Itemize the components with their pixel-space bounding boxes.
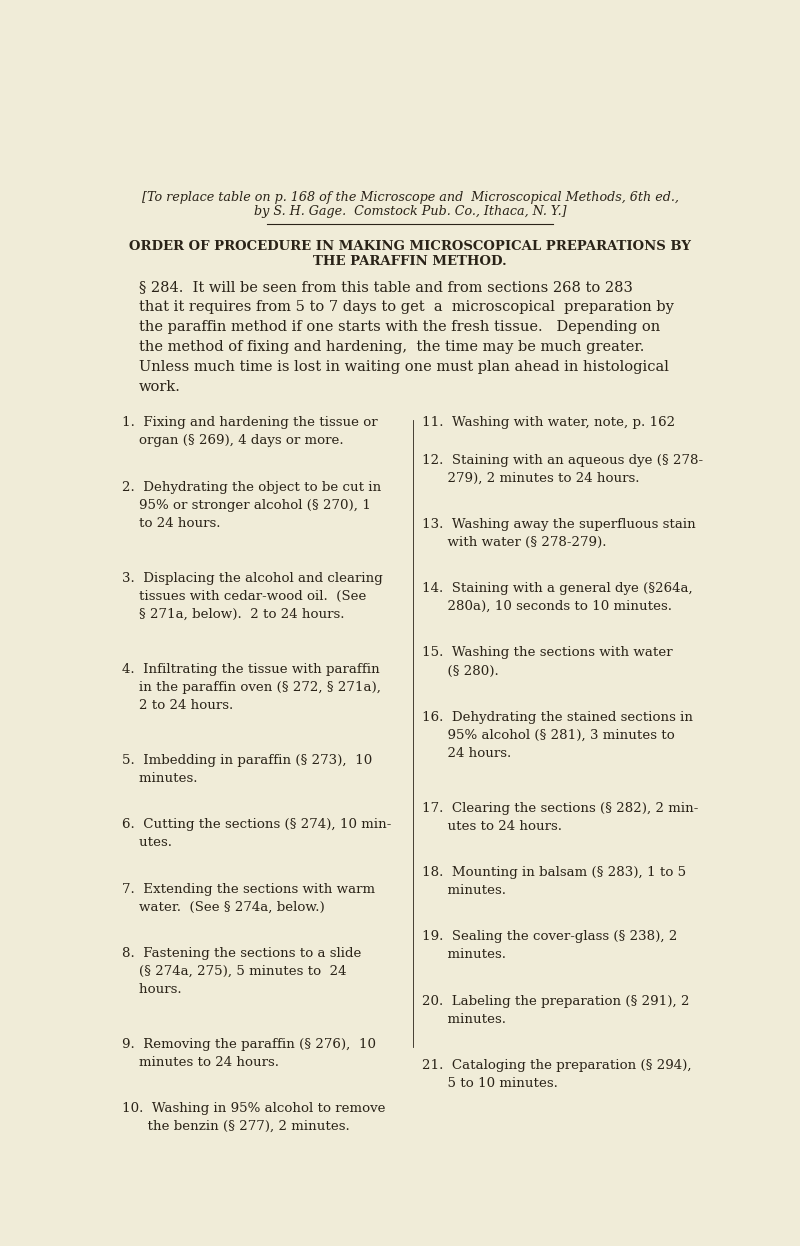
Text: 15.  Washing the sections with water
      (§ 280).: 15. Washing the sections with water (§ 2… <box>422 647 673 678</box>
Text: ORDER OF PROCEDURE IN MAKING MICROSCOPICAL PREPARATIONS BY: ORDER OF PROCEDURE IN MAKING MICROSCOPIC… <box>129 239 691 253</box>
Text: 6.  Cutting the sections (§ 274), 10 min-
    utes.: 6. Cutting the sections (§ 274), 10 min-… <box>122 819 391 850</box>
Text: 4.  Infiltrating the tissue with paraffin
    in the paraffin oven (§ 272, § 271: 4. Infiltrating the tissue with paraffin… <box>122 663 381 711</box>
Text: 17.  Clearing the sections (§ 282), 2 min-
      utes to 24 hours.: 17. Clearing the sections (§ 282), 2 min… <box>422 802 698 832</box>
Text: by S. H. Gage.  Comstock Pub. Co., Ithaca, N. Y.]: by S. H. Gage. Comstock Pub. Co., Ithaca… <box>254 206 566 218</box>
Text: 7.  Extending the sections with warm
    water.  (See § 274a, below.): 7. Extending the sections with warm wate… <box>122 882 375 913</box>
Text: 19.  Sealing the cover-glass (§ 238), 2
      minutes.: 19. Sealing the cover-glass (§ 238), 2 m… <box>422 931 678 962</box>
Text: 10.  Washing in 95% alcohol to remove
      the benzin (§ 277), 2 minutes.: 10. Washing in 95% alcohol to remove the… <box>122 1103 386 1133</box>
Text: 2.  Dehydrating the object to be cut in
    95% or stronger alcohol (§ 270), 1
 : 2. Dehydrating the object to be cut in 9… <box>122 481 381 530</box>
Text: 9.  Removing the paraffin (§ 276),  10
    minutes to 24 hours.: 9. Removing the paraffin (§ 276), 10 min… <box>122 1038 376 1069</box>
Text: 14.  Staining with a general dye (§264a,
      280a), 10 seconds to 10 minutes.: 14. Staining with a general dye (§264a, … <box>422 582 693 613</box>
Text: 1.  Fixing and hardening the tissue or
    organ (§ 269), 4 days or more.: 1. Fixing and hardening the tissue or or… <box>122 416 378 447</box>
Text: 20.  Labeling the preparation (§ 291), 2
      minutes.: 20. Labeling the preparation (§ 291), 2 … <box>422 994 690 1025</box>
Text: 13.  Washing away the superfluous stain
      with water (§ 278-279).: 13. Washing away the superfluous stain w… <box>422 518 696 549</box>
Text: 8.  Fastening the sections to a slide
    (§ 274a, 275), 5 minutes to  24
    ho: 8. Fastening the sections to a slide (§ … <box>122 947 361 996</box>
Text: 21.  Cataloging the preparation (§ 294),
      5 to 10 minutes.: 21. Cataloging the preparation (§ 294), … <box>422 1059 692 1090</box>
Text: 12.  Staining with an aqueous dye (§ 278-
      279), 2 minutes to 24 hours.: 12. Staining with an aqueous dye (§ 278-… <box>422 454 703 485</box>
Text: THE PARAFFIN METHOD.: THE PARAFFIN METHOD. <box>313 255 507 268</box>
Text: [To replace table on p. 168 of the Microscope and  Microscopical Methods, 6th ed: [To replace table on p. 168 of the Micro… <box>142 191 678 204</box>
Text: 3.  Displacing the alcohol and clearing
    tissues with cedar-wood oil.  (See
 : 3. Displacing the alcohol and clearing t… <box>122 572 382 621</box>
Text: 5.  Imbedding in paraffin (§ 273),  10
    minutes.: 5. Imbedding in paraffin (§ 273), 10 min… <box>122 754 372 785</box>
Text: 16.  Dehydrating the stained sections in
      95% alcohol (§ 281), 3 minutes to: 16. Dehydrating the stained sections in … <box>422 710 694 760</box>
Text: 18.  Mounting in balsam (§ 283), 1 to 5
      minutes.: 18. Mounting in balsam (§ 283), 1 to 5 m… <box>422 866 686 897</box>
Text: § 284.  It will be seen from this table and from sections 268 to 283
that it req: § 284. It will be seen from this table a… <box>139 280 674 394</box>
Text: 11.  Washing with water, note, p. 162: 11. Washing with water, note, p. 162 <box>422 416 675 429</box>
